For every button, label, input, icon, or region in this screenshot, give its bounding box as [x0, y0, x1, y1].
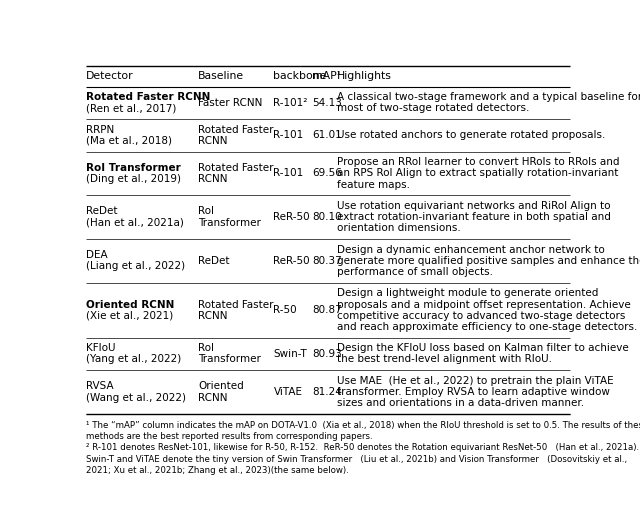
Text: methods are the best reported results from corresponding papers.: methods are the best reported results fr… [86, 432, 372, 441]
Text: RoI: RoI [198, 343, 214, 353]
Text: 69.56: 69.56 [312, 168, 342, 178]
Text: extract rotation-invariant feature in both spatial and: extract rotation-invariant feature in bo… [337, 212, 611, 222]
Text: RoI: RoI [198, 206, 214, 216]
Text: sizes and orientations in a data-driven manner.: sizes and orientations in a data-driven … [337, 398, 584, 408]
Text: Rotated Faster: Rotated Faster [198, 125, 273, 135]
Text: Rotated Faster: Rotated Faster [198, 299, 273, 309]
Text: 80.37: 80.37 [312, 256, 342, 266]
Text: RoI Transformer: RoI Transformer [86, 163, 180, 173]
Text: performance of small objects.: performance of small objects. [337, 267, 493, 277]
Text: ¹ The “mAP” column indicates the mAP on DOTA-V1.0  (Xia et al., 2018) when the R: ¹ The “mAP” column indicates the mAP on … [86, 421, 640, 430]
Text: ² R-101 denotes ResNet-101, likewise for R-50, R-152.  ReR-50 denotes the Rotati: ² R-101 denotes ResNet-101, likewise for… [86, 443, 639, 452]
Text: ViTAE: ViTAE [273, 387, 303, 397]
Text: 54.13: 54.13 [312, 98, 342, 108]
Text: Swin-T and ViTAE denote the tiny version of Swin Transformer   (Liu et al., 2021: Swin-T and ViTAE denote the tiny version… [86, 454, 627, 463]
Text: ReR-50: ReR-50 [273, 256, 310, 266]
Text: ReR-50: ReR-50 [273, 212, 310, 222]
Text: 2021; Xu et al., 2021b; Zhang et al., 2023)(the same below).: 2021; Xu et al., 2021b; Zhang et al., 20… [86, 466, 349, 475]
Text: transformer. Employ RVSA to learn adaptive window: transformer. Employ RVSA to learn adapti… [337, 387, 610, 397]
Text: feature maps.: feature maps. [337, 179, 410, 189]
Text: R-101: R-101 [273, 130, 304, 140]
Text: R-101: R-101 [273, 168, 304, 178]
Text: (Yang et al., 2022): (Yang et al., 2022) [86, 354, 181, 364]
Text: Design a dynamic enhancement anchor network to: Design a dynamic enhancement anchor netw… [337, 244, 605, 254]
Text: 61.01: 61.01 [312, 130, 342, 140]
Text: (Xie et al., 2021): (Xie et al., 2021) [86, 311, 173, 321]
Text: Baseline: Baseline [198, 71, 244, 81]
Text: backbone: backbone [273, 71, 327, 81]
Text: (Liang et al., 2022): (Liang et al., 2022) [86, 261, 185, 271]
Text: R-101²: R-101² [273, 98, 308, 108]
Text: 80.87: 80.87 [312, 305, 342, 315]
Text: Propose an RRoI learner to convert HRoIs to RRoIs and: Propose an RRoI learner to convert HRoIs… [337, 157, 620, 167]
Text: R-50: R-50 [273, 305, 297, 315]
Text: Use MAE  (He et al., 2022) to pretrain the plain ViTAE: Use MAE (He et al., 2022) to pretrain th… [337, 376, 614, 386]
Text: Design the KFIoU loss based on Kalman filter to achieve: Design the KFIoU loss based on Kalman fi… [337, 343, 628, 353]
Text: Use rotation equivariant networks and RiRoI Align to: Use rotation equivariant networks and Ri… [337, 201, 611, 211]
Text: Rotated Faster: Rotated Faster [198, 163, 273, 173]
Text: RCNN: RCNN [198, 311, 228, 321]
Text: an RPS RoI Align to extract spatially rotation-invariant: an RPS RoI Align to extract spatially ro… [337, 168, 618, 178]
Text: Transformer: Transformer [198, 354, 261, 364]
Text: 81.24: 81.24 [312, 387, 342, 397]
Text: generate more qualified positive samples and enhance the: generate more qualified positive samples… [337, 256, 640, 266]
Text: Swin-T: Swin-T [273, 349, 307, 359]
Text: ReDet: ReDet [198, 256, 230, 266]
Text: RCNN: RCNN [198, 136, 228, 146]
Text: and reach approximate efficiency to one-stage detectors.: and reach approximate efficiency to one-… [337, 322, 637, 332]
Text: ReDet: ReDet [86, 206, 118, 216]
Text: 80.93: 80.93 [312, 349, 342, 359]
Text: (Wang et al., 2022): (Wang et al., 2022) [86, 393, 186, 403]
Text: (Ma et al., 2018): (Ma et al., 2018) [86, 136, 172, 146]
Text: (Ding et al., 2019): (Ding et al., 2019) [86, 174, 181, 184]
Text: the best trend-level alignment with RIoU.: the best trend-level alignment with RIoU… [337, 354, 552, 364]
Text: Faster RCNN: Faster RCNN [198, 98, 262, 108]
Text: Oriented: Oriented [198, 381, 244, 391]
Text: orientation dimensions.: orientation dimensions. [337, 223, 461, 233]
Text: RRPN: RRPN [86, 125, 114, 135]
Text: Use rotated anchors to generate rotated proposals.: Use rotated anchors to generate rotated … [337, 130, 605, 140]
Text: DEA: DEA [86, 250, 108, 260]
Text: Oriented RCNN: Oriented RCNN [86, 299, 174, 309]
Text: RCNN: RCNN [198, 174, 228, 184]
Text: most of two-stage rotated detectors.: most of two-stage rotated detectors. [337, 103, 529, 113]
Text: RCNN: RCNN [198, 393, 228, 403]
Text: Rotated Faster RCNN: Rotated Faster RCNN [86, 92, 211, 102]
Text: 80.10: 80.10 [312, 212, 342, 222]
Text: mAP¹: mAP¹ [312, 71, 341, 81]
Text: (Han et al., 2021a): (Han et al., 2021a) [86, 218, 184, 227]
Text: (Ren et al., 2017): (Ren et al., 2017) [86, 103, 177, 113]
Text: Design a lightweight module to generate oriented: Design a lightweight module to generate … [337, 288, 598, 298]
Text: competitive accuracy to advanced two-stage detectors: competitive accuracy to advanced two-sta… [337, 311, 625, 321]
Text: Highlights: Highlights [337, 71, 392, 81]
Text: A classical two-stage framework and a typical baseline for: A classical two-stage framework and a ty… [337, 92, 640, 102]
Text: Transformer: Transformer [198, 218, 261, 227]
Text: Detector: Detector [86, 71, 134, 81]
Text: RVSA: RVSA [86, 381, 113, 391]
Text: KFIoU: KFIoU [86, 343, 115, 353]
Text: proposals and a midpoint offset representation. Achieve: proposals and a midpoint offset represen… [337, 299, 630, 309]
